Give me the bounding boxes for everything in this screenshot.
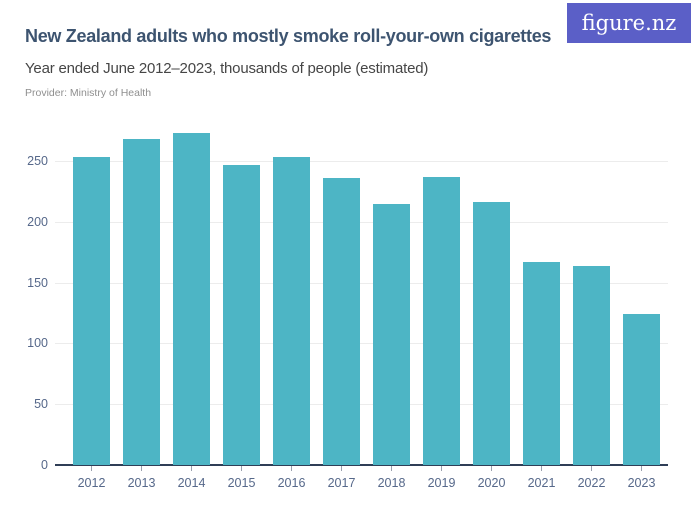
chart-subtitle: Year ended June 2012–2023, thousands of … xyxy=(25,60,429,77)
x-tick-label-2020: 2020 xyxy=(477,476,506,490)
gridline-50 xyxy=(55,404,668,405)
x-tick-2013 xyxy=(141,466,142,471)
bar-2021 xyxy=(522,261,561,465)
x-tick-2014 xyxy=(191,466,192,471)
figure-nz-logo-text: figure.nz xyxy=(581,11,677,35)
gridline-200 xyxy=(55,222,668,223)
y-tick-label-250: 250 xyxy=(27,154,48,168)
x-tick-label-2012: 2012 xyxy=(77,476,106,490)
x-tick-label-2018: 2018 xyxy=(377,476,406,490)
x-tick-2016 xyxy=(291,466,292,471)
x-tick-label-2016: 2016 xyxy=(277,476,306,490)
y-tick-label-50: 50 xyxy=(34,397,48,411)
x-tick-label-2013: 2013 xyxy=(127,476,156,490)
bar-2018 xyxy=(372,203,411,465)
x-tick-label-2014: 2014 xyxy=(177,476,206,490)
x-tick-2019 xyxy=(441,466,442,471)
x-tick-label-2015: 2015 xyxy=(227,476,256,490)
gridline-250 xyxy=(55,161,668,162)
y-tick-label-150: 150 xyxy=(27,276,48,290)
gridline-150 xyxy=(55,283,668,284)
bar-2015 xyxy=(222,164,261,465)
x-tick-2018 xyxy=(391,466,392,471)
y-tick-label-0: 0 xyxy=(41,458,48,472)
x-tick-2017 xyxy=(341,466,342,471)
bar-2019 xyxy=(422,176,461,465)
x-tick-2020 xyxy=(491,466,492,471)
bar-2020 xyxy=(472,202,511,465)
bar-2017 xyxy=(322,178,361,465)
bar-2014 xyxy=(172,133,211,465)
x-tick-2015 xyxy=(241,466,242,471)
x-tick-2022 xyxy=(591,466,592,471)
x-axis-line xyxy=(55,464,668,466)
y-tick-label-200: 200 xyxy=(27,215,48,229)
gridline-100 xyxy=(55,343,668,344)
chart-provider: Provider: Ministry of Health xyxy=(25,87,152,99)
bar-2012 xyxy=(72,157,111,465)
figure-nz-logo: figure.nz xyxy=(567,3,691,43)
x-tick-label-2019: 2019 xyxy=(427,476,456,490)
x-tick-label-2023: 2023 xyxy=(627,476,656,490)
bar-2016 xyxy=(272,157,311,465)
x-tick-2012 xyxy=(91,466,92,471)
bar-2022 xyxy=(572,265,611,465)
bar-2013 xyxy=(122,139,161,465)
x-tick-label-2021: 2021 xyxy=(527,476,556,490)
chart-title: New Zealand adults who mostly smoke roll… xyxy=(25,26,552,46)
x-tick-2023 xyxy=(641,466,642,471)
x-tick-2021 xyxy=(541,466,542,471)
x-tick-label-2017: 2017 xyxy=(327,476,356,490)
y-tick-label-100: 100 xyxy=(27,336,48,350)
bar-2023 xyxy=(622,314,661,465)
x-tick-label-2022: 2022 xyxy=(577,476,606,490)
